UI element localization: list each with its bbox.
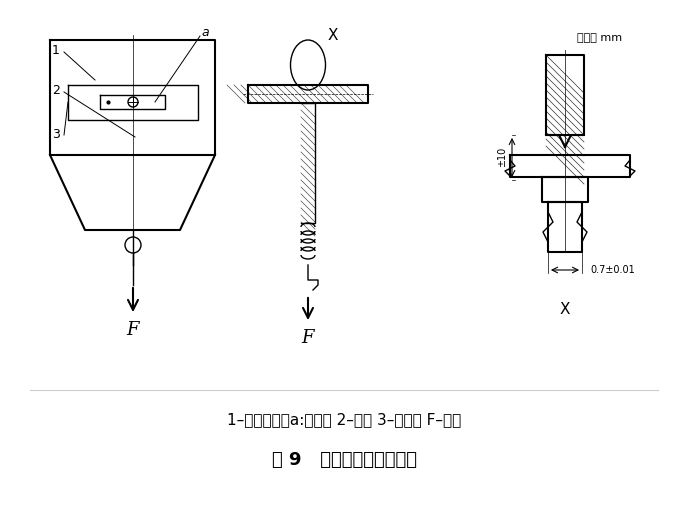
- Text: X: X: [327, 28, 338, 42]
- Text: 0.7±0.01: 0.7±0.01: [590, 265, 635, 275]
- Text: ±10: ±10: [497, 147, 507, 167]
- Text: 1–试验夹具（a:刀片） 2–试样 3–支持台 F–负载: 1–试验夹具（a:刀片） 2–试样 3–支持台 F–负载: [227, 413, 461, 427]
- Text: 单位： mm: 单位： mm: [577, 33, 623, 43]
- Text: 3: 3: [52, 129, 60, 141]
- Text: 图 9   加热变形性试验装置: 图 9 加热变形性试验装置: [272, 451, 416, 469]
- Ellipse shape: [290, 40, 325, 90]
- Text: a: a: [201, 25, 209, 39]
- Text: F: F: [127, 321, 139, 339]
- Text: F: F: [302, 329, 314, 347]
- Text: 1: 1: [52, 43, 60, 57]
- Text: X: X: [560, 303, 570, 317]
- Text: 2: 2: [52, 84, 60, 96]
